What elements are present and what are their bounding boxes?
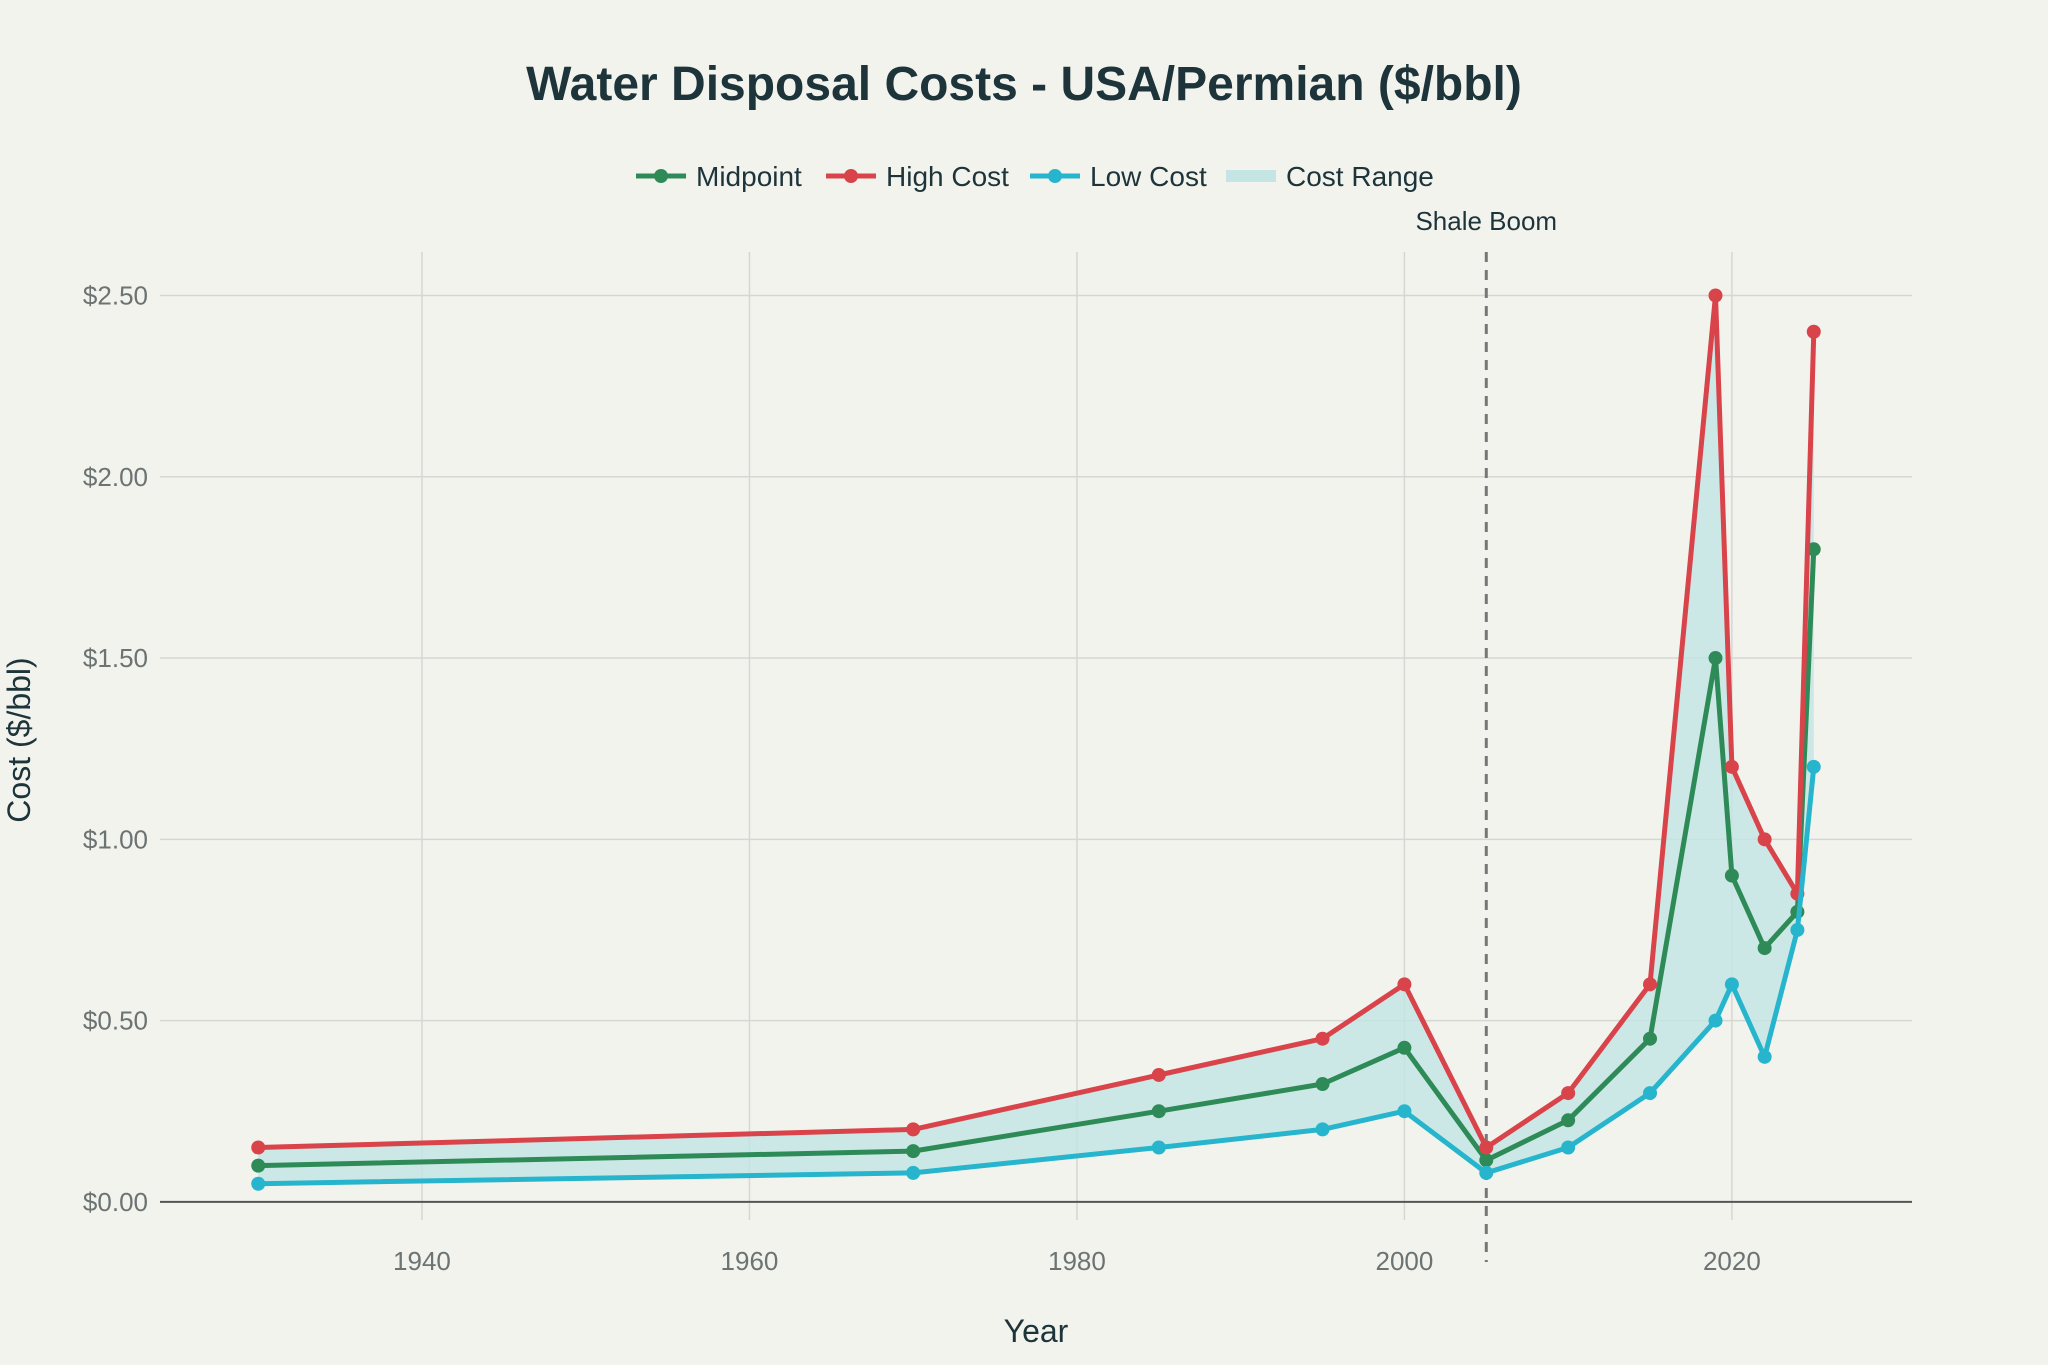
cost-range-band-layer [258,295,1814,1184]
midpoint-point[interactable] [1315,1077,1330,1092]
legend-item-low-cost[interactable]: Low Cost [1030,161,1207,192]
low-cost-point[interactable] [1315,1122,1330,1137]
y-axis-ticks: $0.00 $0.50 $1.00 $1.50 $2.00 $2.50 [83,281,148,1217]
y-tick-label: $1.50 [83,643,148,673]
high-cost-point[interactable] [1806,324,1821,339]
high-cost-point[interactable] [1151,1067,1166,1082]
y-tick-label: $0.50 [83,1006,148,1036]
high-cost-point[interactable] [1397,977,1412,992]
midpoint-point[interactable] [1708,651,1723,666]
chart-title: Water Disposal Costs - USA/Permian ($/bb… [526,58,1522,111]
high-cost-point[interactable] [1643,977,1658,992]
series-high-cost [251,288,1821,1155]
low-cost-point[interactable] [906,1165,921,1180]
midpoint-point[interactable] [1397,1040,1412,1055]
grid [160,252,1912,1220]
low-cost-point[interactable] [1397,1104,1412,1119]
legend-item-midpoint[interactable]: Midpoint [636,161,802,192]
low-cost-point[interactable] [1708,1013,1723,1028]
midpoint-point[interactable] [1724,868,1739,883]
midpoint-point[interactable] [1757,941,1772,956]
series-layer [251,288,1821,1191]
shale-boom-annotation: Shale Boom [1415,206,1557,236]
annotation-layer: Shale Boom [1415,206,1557,1262]
y-tick-label: $0.00 [83,1187,148,1217]
low-cost-point[interactable] [1479,1165,1494,1180]
x-tick-label: 1960 [721,1246,779,1276]
low-cost-point[interactable] [1806,759,1821,774]
y-tick-label: $2.00 [83,462,148,492]
high-cost-point[interactable] [251,1140,266,1155]
high-cost-point[interactable] [1757,832,1772,847]
midpoint-point[interactable] [251,1158,266,1173]
legend-label-cost-range: Cost Range [1286,161,1434,192]
legend-label-low-cost: Low Cost [1090,161,1207,192]
x-tick-label: 2000 [1375,1246,1433,1276]
legend: Midpoint High Cost Low Cost Cost Range [636,161,1434,192]
low-cost-point[interactable] [1757,1049,1772,1064]
high-cost-point[interactable] [1708,288,1723,303]
legend-marker-midpoint [654,169,668,183]
high-cost-point[interactable] [1561,1086,1576,1101]
low-cost-point[interactable] [1151,1140,1166,1155]
midpoint-point[interactable] [1561,1113,1576,1128]
high-cost-line [255,293,1817,1150]
series-low-cost [251,759,1821,1191]
legend-marker-high-cost [844,169,858,183]
y-tick-label: $1.00 [83,824,148,854]
high-cost-point[interactable] [1724,759,1739,774]
x-axis-ticks: 1940 1960 1980 2000 2020 [393,1246,1761,1276]
low-cost-point[interactable] [1561,1140,1576,1155]
x-tick-label: 2020 [1703,1246,1761,1276]
low-cost-point[interactable] [1790,922,1805,937]
legend-swatch-cost-range [1226,170,1276,182]
y-tick-label: $2.50 [83,281,148,311]
midpoint-point[interactable] [1806,542,1821,557]
legend-label-midpoint: Midpoint [696,161,802,192]
high-cost-point[interactable] [1315,1031,1330,1046]
y-axis-title: Cost ($/bbl) [1,657,37,822]
x-axis-title: Year [1004,1313,1069,1349]
x-tick-label: 1980 [1048,1246,1106,1276]
low-cost-point[interactable] [1643,1086,1658,1101]
legend-item-high-cost[interactable]: High Cost [826,161,1009,192]
midpoint-point[interactable] [1479,1153,1494,1168]
low-cost-point[interactable] [1724,977,1739,992]
midpoint-point[interactable] [906,1144,921,1159]
legend-label-high-cost: High Cost [886,161,1009,192]
high-cost-point[interactable] [1479,1140,1494,1155]
midpoint-point[interactable] [1151,1104,1166,1119]
cost-range-band [258,295,1814,1184]
high-cost-point[interactable] [906,1122,921,1137]
low-cost-point[interactable] [251,1176,266,1191]
x-tick-label: 1940 [393,1246,451,1276]
legend-item-cost-range[interactable]: Cost Range [1226,161,1434,192]
midpoint-point[interactable] [1643,1031,1658,1046]
legend-marker-low-cost [1048,169,1062,183]
